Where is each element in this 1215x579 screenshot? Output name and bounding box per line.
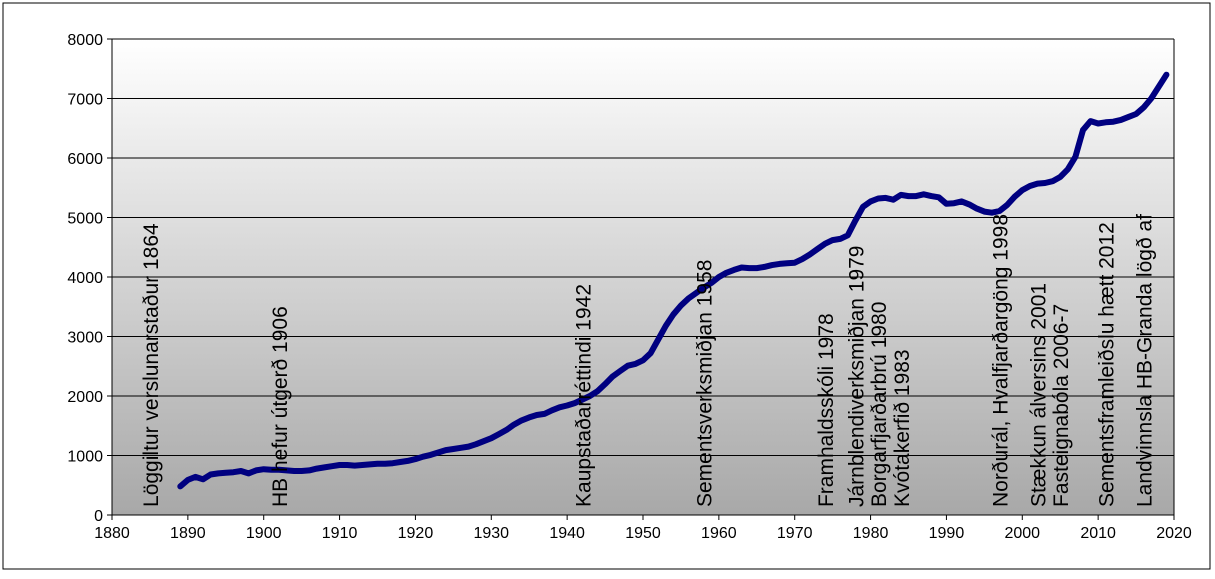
annotation-label: Fasteignabóla 2006-7 [1050,304,1073,507]
annotation-label: HB hefur útgerð 1906 [269,306,292,507]
y-tick-label: 3000 [67,330,103,347]
x-axis-tick-labels: 1880 1890 1900 1910 1920 1930 1940 1950 1960 1970… [94,525,1192,542]
x-tick-label: 1900 [246,525,282,542]
annotation-label: Kvótakerfið 1983 [891,349,914,507]
x-tick-label: 2020 [1156,525,1192,542]
y-tick-label: 1000 [67,449,103,466]
annotation-label: Sementsverksmiðjan 1958 [694,260,717,507]
annotation-label: Borgarfjarðarbrú 1980 [868,302,891,507]
x-tick-label: 1880 [94,525,130,542]
annotation-label: Framhaldsskóli 1978 [815,313,838,507]
event-annotations: Löggiltur verslunarstaður 1864 HB hefur ú… [140,214,1157,507]
x-tick-label: 1960 [701,525,737,542]
x-tick-label: 1890 [170,525,206,542]
annotation-label: Sementsframleiðslu hætt 2012 [1096,222,1119,507]
x-tick-label: 2010 [1080,525,1116,542]
annotation-label: Norðurál, Hvalfjarðargöng 1998 [990,214,1013,507]
y-tick-label: 4000 [67,270,103,287]
x-tick-label: 2000 [1004,525,1040,542]
y-tick-label: 0 [94,508,103,525]
x-tick-label: 1910 [322,525,358,542]
axes [107,38,1175,520]
series-line [177,71,1170,490]
annotation-label: Kaupstaðarréttindi 1942 [572,284,595,507]
y-tick-label: 5000 [67,211,103,228]
annotation-label: Landvinnsla HB-Granda lögð af [1134,214,1157,507]
y-tick-label: 7000 [67,92,103,109]
x-tick-label: 1940 [549,525,585,542]
y-axis-tick-labels: 0 1000 2000 3000 4000 5000 6000 7000 8000 [67,32,103,525]
x-tick-label: 1980 [853,525,889,542]
gridlines [112,38,1174,516]
x-tick-label: 1950 [625,525,661,542]
y-tick-label: 8000 [67,32,103,49]
annotation-label: Stækkun álversins 2001 [1028,283,1051,507]
y-tick-label: 2000 [67,389,103,406]
annotation-label: Löggiltur verslunarstaður 1864 [140,223,163,507]
x-tick-label: 1930 [473,525,509,542]
x-tick-label: 1970 [777,525,813,542]
x-tick-label: 1990 [929,525,965,542]
annotation-label: Járnblendiverksmiðjan 1979 [845,246,868,508]
y-tick-label: 6000 [67,151,103,168]
series-layer [177,71,1170,490]
x-tick-label: 1920 [398,525,434,542]
